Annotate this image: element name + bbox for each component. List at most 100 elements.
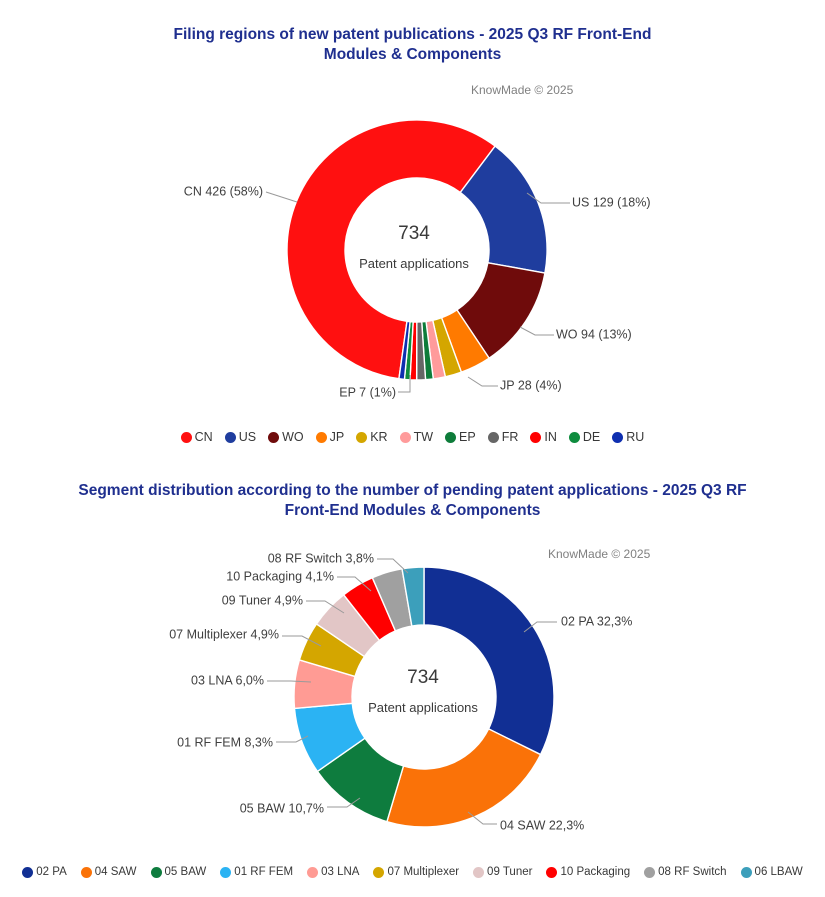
chart-1-center-label: Patent applications: [359, 256, 469, 271]
donut-label-07-multiplexer: 07 Multiplexer 4,9%: [169, 627, 279, 641]
chart-1-legend: CN US WO JP KR TW EP FR IN DE RU: [0, 430, 825, 444]
legend-item-label: TW: [413, 430, 434, 444]
legend-item-tw[interactable]: TW: [399, 430, 434, 444]
chart-1-watermark: KnowMade © 2025: [471, 83, 574, 97]
donut-label-10-packaging: 10 Packaging 4,1%: [226, 569, 334, 583]
donut-label-03-lna: 03 LNA 6,0%: [191, 673, 264, 687]
donut-label-us: US 129 (18%): [572, 195, 651, 209]
donut-chart-2: 02 PA 32,3% 04 SAW 22,3% 05 BAW 10,7% 01 RF…: [169, 551, 632, 832]
legend-swatch-icon: [356, 431, 368, 443]
legend-item-label: 05 BAW: [164, 866, 207, 878]
legend-swatch-icon: [80, 866, 92, 878]
legend-item-04-saw[interactable]: 04 SAW: [80, 866, 137, 878]
legend-item-kr[interactable]: KR: [356, 430, 388, 444]
legend-item-label: 10 Packaging: [560, 866, 631, 878]
leader-line-07-multiplexer: [282, 635, 322, 647]
legend-swatch-icon: [445, 431, 457, 443]
legend-item-cn[interactable]: CN: [180, 430, 213, 444]
donut-segment-04-saw[interactable]: [386, 727, 542, 828]
legend-item-09-tuner[interactable]: 09 Tuner: [473, 866, 532, 878]
donut-label-02-pa: 02 PA 32,3%: [561, 614, 632, 628]
chart-1-title: Filing regions of new patent publication…: [0, 25, 825, 65]
legend-swatch-icon: [612, 431, 624, 443]
donut-chart-1: CN 426 (58%) US 129 (18%) WO 94 (13%) JP 28…: [184, 119, 651, 399]
leader-line-05-baw: [327, 797, 361, 808]
legend-swatch-icon: [546, 866, 558, 878]
legend-item-fr[interactable]: FR: [487, 430, 519, 444]
legend-swatch-icon: [22, 866, 34, 878]
donut-2-leader-lines: [267, 558, 557, 825]
donut-segment-ru[interactable]: [398, 320, 411, 381]
legend-item-07-multiplexer[interactable]: 07 Multiplexer: [373, 866, 459, 878]
legend-swatch-icon: [150, 866, 162, 878]
legend-swatch-icon: [180, 431, 192, 443]
legend-item-label: 09 Tuner: [487, 866, 533, 878]
donut-segment-06-lbaw[interactable]: [401, 566, 425, 627]
chart-2-title: Segment distribution according to the nu…: [0, 481, 825, 521]
leader-line-04-saw: [467, 811, 497, 825]
legend-item-label: FR: [501, 430, 519, 444]
chart-2-watermark: KnowMade © 2025: [548, 547, 651, 561]
leader-line-ep: [398, 375, 411, 393]
legend-item-us[interactable]: US: [224, 430, 256, 444]
legend-item-ru[interactable]: RU: [612, 430, 644, 444]
donut-1-labels: CN 426 (58%) US 129 (18%) WO 94 (13%) JP 28…: [184, 184, 651, 399]
legend-item-10-packaging[interactable]: 10 Packaging: [546, 866, 630, 878]
legend-swatch-icon: [220, 866, 232, 878]
donut-label-08-rf-switch: 08 RF Switch 3,8%: [268, 551, 374, 565]
donut-label-05-baw: 05 BAW 10,7%: [240, 801, 324, 815]
legend-item-wo[interactable]: WO: [268, 430, 304, 444]
legend-item-label: DE: [582, 430, 601, 444]
donut-label-04-saw: 04 SAW 22,3%: [500, 818, 584, 832]
donut-label-09-tuner: 09 Tuner 4,9%: [222, 593, 303, 607]
legend-item-label: IN: [544, 430, 557, 444]
legend-item-ep[interactable]: EP: [445, 430, 476, 444]
legend-swatch-icon: [740, 866, 752, 878]
donut-2-segments: [293, 566, 555, 828]
legend-item-label: WO: [282, 430, 304, 444]
legend-item-label: EP: [459, 430, 476, 444]
legend-item-in[interactable]: IN: [530, 430, 557, 444]
donut-segment-cn[interactable]: [286, 119, 497, 380]
legend-item-label: 07 Multiplexer: [387, 866, 460, 878]
legend-item-05-baw[interactable]: 05 BAW: [150, 866, 207, 878]
legend-swatch-icon: [530, 431, 542, 443]
donut-segment-02-pa[interactable]: [423, 566, 555, 756]
legend-item-06-lbaw[interactable]: 06 LBAW: [740, 866, 803, 878]
leader-line-10-packaging: [337, 576, 372, 592]
legend-swatch-icon: [644, 866, 656, 878]
donut-label-ep: EP 7 (1%): [339, 385, 396, 399]
legend-item-label: JP: [329, 430, 345, 444]
legend-item-label: 02 PA: [36, 866, 67, 878]
legend-item-jp[interactable]: JP: [315, 430, 345, 444]
leader-line-jp: [467, 376, 498, 387]
chart-2-legend: 02 PA 04 SAW 05 BAW 01 RF FEM 03 LNA 07 Multi…: [0, 866, 825, 878]
legend-item-label: CN: [194, 430, 213, 444]
legend-item-label: RU: [626, 430, 645, 444]
leader-line-01-rf-fem: [276, 735, 309, 743]
legend-swatch-icon: [315, 431, 327, 443]
donut-label-01-rf-fem: 01 RF FEM 8,3%: [177, 735, 273, 749]
legend-swatch-icon: [487, 431, 499, 443]
legend-item-de[interactable]: DE: [568, 430, 601, 444]
legend-item-03-lna[interactable]: 03 LNA: [307, 866, 359, 878]
chart-2-title-line1: Segment distribution according to the nu…: [78, 482, 747, 499]
chart-1-title-line2: Modules & Components: [323, 46, 502, 63]
chart-2-center-value: 734: [407, 667, 439, 688]
legend-item-label: 04 SAW: [94, 866, 137, 878]
donut-2-labels: 02 PA 32,3% 04 SAW 22,3% 05 BAW 10,7% 01 RF…: [169, 551, 632, 832]
donut-label-wo: WO 94 (13%): [556, 327, 632, 341]
donut-label-cn: CN 426 (58%): [184, 184, 263, 198]
leader-line-02-pa: [523, 621, 557, 633]
legend-item-01-rf-fem[interactable]: 01 RF FEM: [220, 866, 293, 878]
legend-item-02-pa[interactable]: 02 PA: [22, 866, 67, 878]
leader-line-03-lna: [267, 680, 312, 683]
legend-item-label: 03 LNA: [321, 866, 360, 878]
legend-item-08-rf-switch[interactable]: 08 RF Switch: [644, 866, 727, 878]
leader-line-us: [526, 192, 570, 204]
legend-item-label: 08 RF Switch: [658, 866, 727, 878]
legend-swatch-icon: [399, 431, 411, 443]
donut-label-jp: JP 28 (4%): [500, 378, 562, 392]
